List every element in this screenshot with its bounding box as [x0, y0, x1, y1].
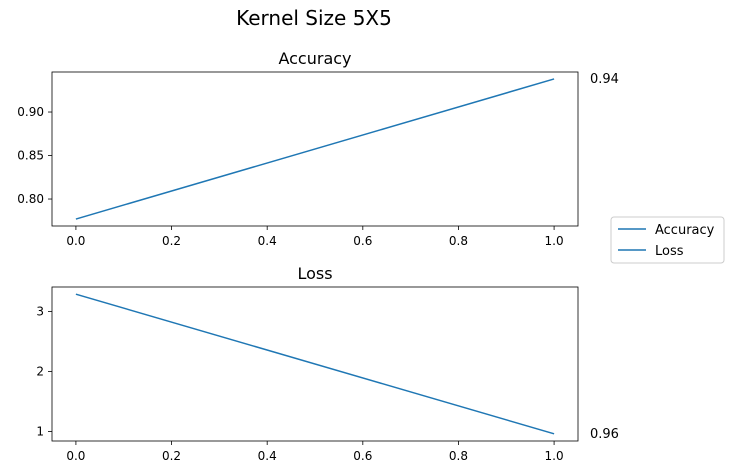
x-tick-label-accuracy: 0.6	[353, 234, 372, 248]
panel-title-accuracy: Accuracy	[278, 49, 351, 68]
panel-loss: Loss 0.0 0.2 0.4 0.6 0.8 1.0 1 2 3 0.96	[36, 264, 619, 463]
axes-frame-loss	[51, 286, 579, 442]
x-tick-label-accuracy: 0.4	[258, 234, 277, 248]
x-tick-label-loss: 0.8	[449, 449, 468, 463]
x-tick-label-accuracy: 0.2	[162, 234, 181, 248]
x-tick-label-accuracy: 1.0	[545, 234, 564, 248]
x-tick-label-loss: 1.0	[545, 449, 564, 463]
x-tick-label-accuracy: 0.8	[449, 234, 468, 248]
final-value-annotation-loss: 0.96	[590, 427, 619, 442]
x-tick-label-loss: 0.2	[162, 449, 181, 463]
series-line-loss	[75, 293, 555, 435]
final-value-annotation-accuracy: 0.94	[590, 72, 619, 87]
panel-title-loss: Loss	[297, 264, 332, 283]
panel-accuracy: Accuracy 0.0 0.2 0.4 0.6 0.8 1.0 0.80 0.85 0.90 0.…	[17, 49, 619, 248]
y-tick-label-accuracy: 0.90	[17, 105, 44, 119]
axes-frame-accuracy	[51, 71, 579, 227]
figure-title: Kernel Size 5X5	[236, 6, 392, 30]
chart-panels: Accuracy 0.0 0.2 0.4 0.6 0.8 1.0 0.80 0.85 0.90 0.…	[17, 49, 619, 463]
x-tick-label-loss: 0.0	[66, 449, 85, 463]
y-tick-label-loss: 2	[36, 364, 44, 378]
y-tick-label-accuracy: 0.85	[17, 149, 44, 163]
y-tick-label-accuracy: 0.80	[17, 192, 44, 206]
y-tick-label-loss: 1	[36, 424, 44, 438]
legend-label-accuracy: Accuracy	[655, 223, 715, 238]
x-tick-label-accuracy: 0.0	[66, 234, 85, 248]
x-tick-label-loss: 0.4	[258, 449, 277, 463]
x-tick-label-loss: 0.6	[353, 449, 372, 463]
legend-label-loss: Loss	[655, 244, 684, 259]
series-line-accuracy	[75, 78, 555, 220]
legend: Accuracy Loss	[610, 216, 725, 264]
y-tick-label-loss: 3	[36, 305, 44, 319]
